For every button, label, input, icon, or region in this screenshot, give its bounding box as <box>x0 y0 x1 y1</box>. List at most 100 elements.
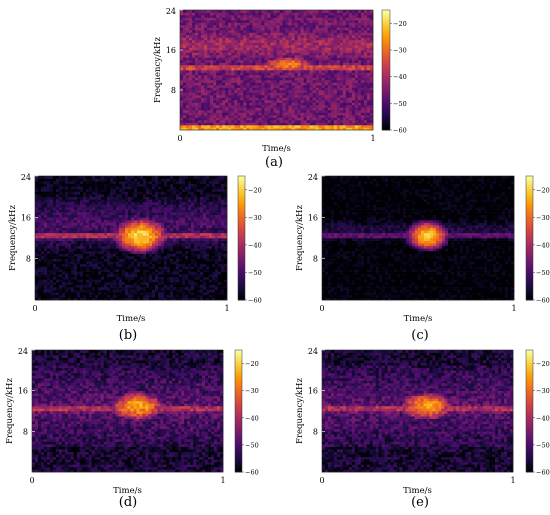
heatmap-cell <box>104 271 108 275</box>
heatmap-cell <box>360 107 365 111</box>
heatmap-cell <box>237 67 241 71</box>
heatmap-cell <box>345 110 350 113</box>
heatmap-cell <box>204 107 208 111</box>
heatmap-cell <box>291 60 295 63</box>
heatmap-cell <box>95 235 99 239</box>
heatmap-cell <box>351 10 356 13</box>
heatmap-cell <box>231 122 235 126</box>
heatmap-cell <box>339 100 344 103</box>
heatmap-cell <box>276 27 280 31</box>
heatmap-cell <box>56 289 60 293</box>
heatmap-cell <box>285 90 289 93</box>
heatmap-cell <box>345 127 350 131</box>
heatmap-cell <box>143 279 147 283</box>
heatmap-cell <box>225 37 229 41</box>
heatmap-cell <box>143 250 147 254</box>
heatmap-cell <box>101 209 105 213</box>
heatmap-cell <box>101 258 105 262</box>
heatmap-cell <box>252 32 256 36</box>
heatmap-cell <box>201 15 205 18</box>
heatmap-cell <box>116 217 120 221</box>
heatmap-cell <box>294 110 298 113</box>
heatmap-cell <box>291 95 295 98</box>
heatmap-cell <box>291 15 295 18</box>
heatmap-cell <box>216 25 220 28</box>
heatmap-cell <box>252 115 256 118</box>
heatmap-cell <box>95 292 99 296</box>
heatmap-cell <box>134 266 138 270</box>
heatmap-cell <box>342 120 347 123</box>
colorbar-segment <box>382 34 390 37</box>
heatmap-cell <box>363 32 368 36</box>
heatmap-cell <box>119 281 123 285</box>
heatmap-cell <box>354 127 359 131</box>
heatmap-cell <box>252 82 256 86</box>
heatmap-cell <box>225 117 229 121</box>
heatmap-cell <box>86 238 90 241</box>
heatmap-cell <box>83 240 87 244</box>
heatmap-cell <box>276 100 280 103</box>
heatmap-cell <box>345 87 350 91</box>
heatmap-cell <box>80 281 84 285</box>
heatmap-cell <box>246 62 250 66</box>
heatmap-cell <box>219 120 223 123</box>
heatmap-cell <box>351 107 356 111</box>
heatmap-cell <box>59 256 63 259</box>
heatmap-cell <box>110 201 114 205</box>
heatmap-cell <box>74 196 78 200</box>
heatmap-cell <box>360 72 365 76</box>
heatmap-cell <box>348 122 353 126</box>
heatmap-cell <box>219 77 223 81</box>
heatmap-cell <box>143 258 147 262</box>
heatmap-cell <box>186 27 190 31</box>
heatmap-cell <box>342 55 347 58</box>
heatmap-cell <box>180 67 184 71</box>
heatmap-cell <box>243 12 247 16</box>
heatmap-cell <box>59 263 63 267</box>
heatmap-cell <box>62 194 66 197</box>
heatmap-cell <box>65 292 69 296</box>
heatmap-cell <box>189 10 193 13</box>
heatmap-cell <box>357 127 362 131</box>
heatmap-cell <box>255 57 259 61</box>
heatmap-cell <box>216 27 220 31</box>
heatmap-cell <box>50 284 54 288</box>
heatmap-cell <box>140 248 144 252</box>
heatmap-cell <box>71 243 75 247</box>
heatmap-cell <box>101 232 105 236</box>
heatmap-cell <box>62 235 66 239</box>
heatmap-cell <box>318 37 323 41</box>
heatmap-cell <box>357 120 362 123</box>
heatmap-cell <box>92 178 96 182</box>
heatmap-cell <box>92 199 96 203</box>
heatmap-cell <box>228 125 232 128</box>
heatmap-cell <box>318 25 323 28</box>
heatmap-cell <box>83 297 87 301</box>
heatmap-cell <box>210 52 214 56</box>
heatmap-cell <box>140 258 144 262</box>
heatmap-cell <box>71 183 75 187</box>
heatmap-cell <box>180 52 184 56</box>
heatmap-cell <box>104 214 108 218</box>
heatmap-cell <box>354 17 359 21</box>
heatmap-cell <box>53 258 57 262</box>
heatmap-cell <box>267 117 271 121</box>
heatmap-cell <box>53 207 57 210</box>
heatmap-cell <box>342 62 347 66</box>
heatmap-cell <box>345 77 350 81</box>
heatmap-cell <box>65 225 69 228</box>
heatmap-cell <box>80 266 84 270</box>
heatmap-cell <box>288 32 292 36</box>
heatmap-cell <box>83 196 87 200</box>
heatmap-cell <box>318 62 323 66</box>
heatmap-cell <box>140 207 144 210</box>
heatmap-cell <box>348 32 353 36</box>
heatmap-cell <box>288 85 292 88</box>
heatmap-cell <box>264 50 268 53</box>
heatmap-cell <box>183 40 187 43</box>
heatmap-cell <box>107 222 111 226</box>
heatmap-cell <box>357 55 362 58</box>
heatmap-cell <box>252 27 256 31</box>
heatmap-cell <box>255 27 259 31</box>
heatmap-cell <box>267 52 271 56</box>
